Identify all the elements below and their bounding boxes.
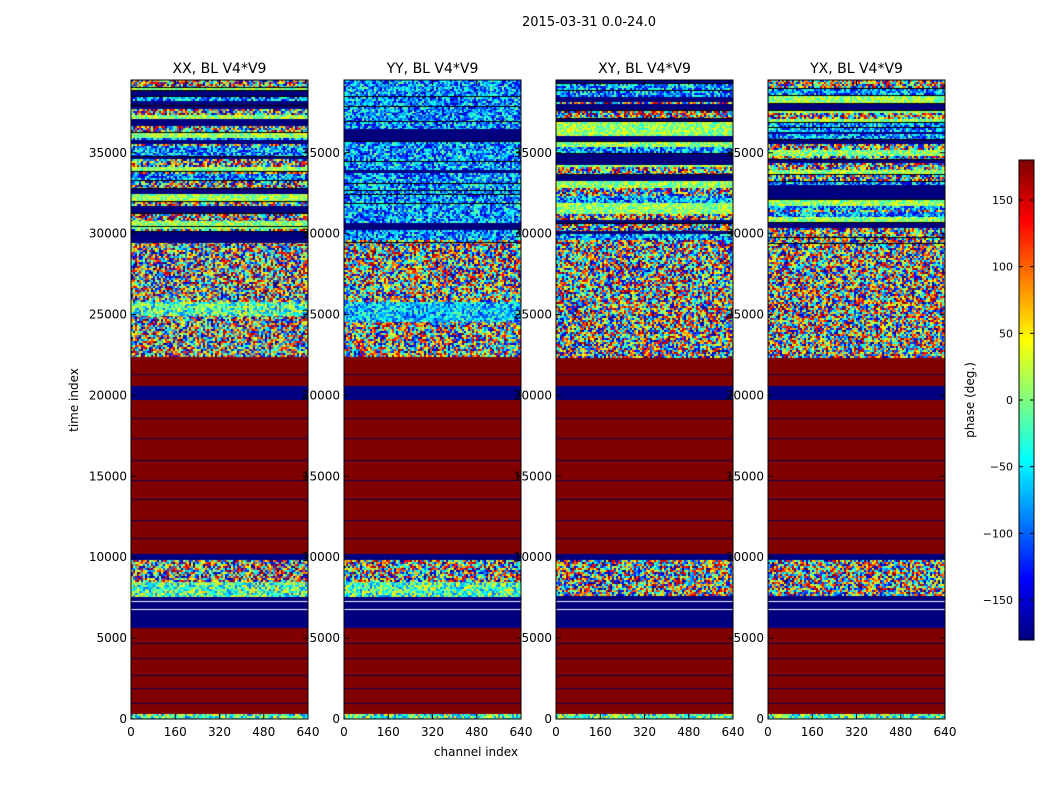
y-tick-label: 30000 — [89, 227, 127, 241]
x-tick-label: 480 — [252, 725, 275, 739]
panel-title: XX, BL V4*V9 — [173, 61, 267, 77]
colorbar: −150 −100 −50 0 50 100 150 — [983, 159, 1035, 641]
panels-group: XX, BL V4*V9 0 160 320 480 640 0 5000 10000 15000… — [89, 61, 957, 739]
y-tick-label: 0 — [332, 712, 340, 726]
y-tick-label: 30000 — [302, 227, 340, 241]
y-tick-label: 0 — [119, 712, 127, 726]
figure-suptitle: 2015-03-31 0.0-24.0 — [522, 15, 656, 30]
colorbar-gradient — [1019, 160, 1034, 640]
panel-title: XY, BL V4*V9 — [598, 61, 691, 77]
y-tick-label: 30000 — [514, 227, 552, 241]
heatmap-raster — [131, 80, 308, 719]
y-tick-label: 20000 — [89, 388, 127, 402]
colorbar-tick-label: −50 — [990, 461, 1013, 474]
y-tick-label: 20000 — [726, 388, 764, 402]
colorbar-tick-label: 0 — [1006, 394, 1013, 407]
x-tick-label: 480 — [465, 725, 488, 739]
y-tick-label: 25000 — [514, 308, 552, 322]
y-tick-label: 10000 — [514, 550, 552, 564]
x-tick-label: 640 — [722, 725, 745, 739]
y-tick-label: 35000 — [89, 146, 127, 160]
x-tick-label: 160 — [164, 725, 187, 739]
heatmap-raster — [556, 80, 733, 719]
y-tick-label: 30000 — [726, 227, 764, 241]
y-tick-label: 20000 — [302, 388, 340, 402]
x-tick-label: 160 — [801, 725, 824, 739]
x-tick-label: 480 — [677, 725, 700, 739]
panel-3: XY, BL V4*V9 0 160 320 480 640 0 5000 10000 15000… — [514, 61, 745, 739]
y-tick-label: 10000 — [89, 550, 127, 564]
x-tick-label: 480 — [889, 725, 912, 739]
y-tick-label: 5000 — [733, 631, 764, 645]
y-tick-label: 10000 — [726, 550, 764, 564]
y-tick-label: 5000 — [309, 631, 340, 645]
y-tick-label: 5000 — [96, 631, 127, 645]
y-tick-label: 0 — [756, 712, 764, 726]
x-tick-label: 640 — [510, 725, 533, 739]
y-tick-label: 5000 — [521, 631, 552, 645]
x-tick-label: 0 — [127, 725, 135, 739]
colorbar-tick-label: −150 — [983, 594, 1013, 607]
y-tick-label: 25000 — [726, 308, 764, 322]
y-tick-label: 15000 — [726, 469, 764, 483]
y-tick-label: 25000 — [89, 308, 127, 322]
colorbar-label: phase (deg.) — [963, 362, 977, 438]
x-tick-label: 0 — [340, 725, 348, 739]
panel-2: YY, BL V4*V9 0 160 320 480 640 0 5000 10000 15000… — [302, 61, 533, 739]
y-tick-label: 25000 — [302, 308, 340, 322]
panel-title: YX, BL V4*V9 — [809, 61, 903, 77]
colorbar-tick-label: 150 — [992, 194, 1013, 207]
y-tick-label: 15000 — [514, 469, 552, 483]
y-tick-label: 35000 — [514, 146, 552, 160]
x-tick-label: 160 — [589, 725, 612, 739]
panel-1: XX, BL V4*V9 0 160 320 480 640 0 5000 10000 15000… — [89, 61, 320, 739]
heatmap-raster — [344, 80, 521, 719]
panel-4: YX, BL V4*V9 0 160 320 480 640 0 5000 10000 15000… — [726, 61, 957, 739]
x-tick-label: 320 — [208, 725, 231, 739]
y-tick-label: 20000 — [514, 388, 552, 402]
x-tick-label: 320 — [633, 725, 656, 739]
x-tick-label: 0 — [552, 725, 560, 739]
colorbar-tick-label: 100 — [992, 261, 1013, 274]
y-tick-label: 35000 — [726, 146, 764, 160]
x-tick-label: 160 — [377, 725, 400, 739]
y-tick-label: 0 — [544, 712, 552, 726]
colorbar-tick-label: 50 — [999, 327, 1013, 340]
panel-title: YY, BL V4*V9 — [386, 61, 479, 77]
x-tick-label: 640 — [297, 725, 320, 739]
y-tick-label: 10000 — [302, 550, 340, 564]
x-tick-label: 320 — [421, 725, 444, 739]
x-tick-label: 640 — [934, 725, 957, 739]
heatmap-raster — [768, 80, 945, 719]
y-tick-label: 15000 — [302, 469, 340, 483]
colorbar-tick-label: −100 — [983, 527, 1013, 540]
x-tick-label: 0 — [764, 725, 772, 739]
y-tick-label: 15000 — [89, 469, 127, 483]
y-tick-label: 35000 — [302, 146, 340, 160]
x-axis-label: channel index — [434, 745, 518, 759]
y-axis-label: time index — [67, 368, 81, 432]
x-tick-label: 320 — [845, 725, 868, 739]
